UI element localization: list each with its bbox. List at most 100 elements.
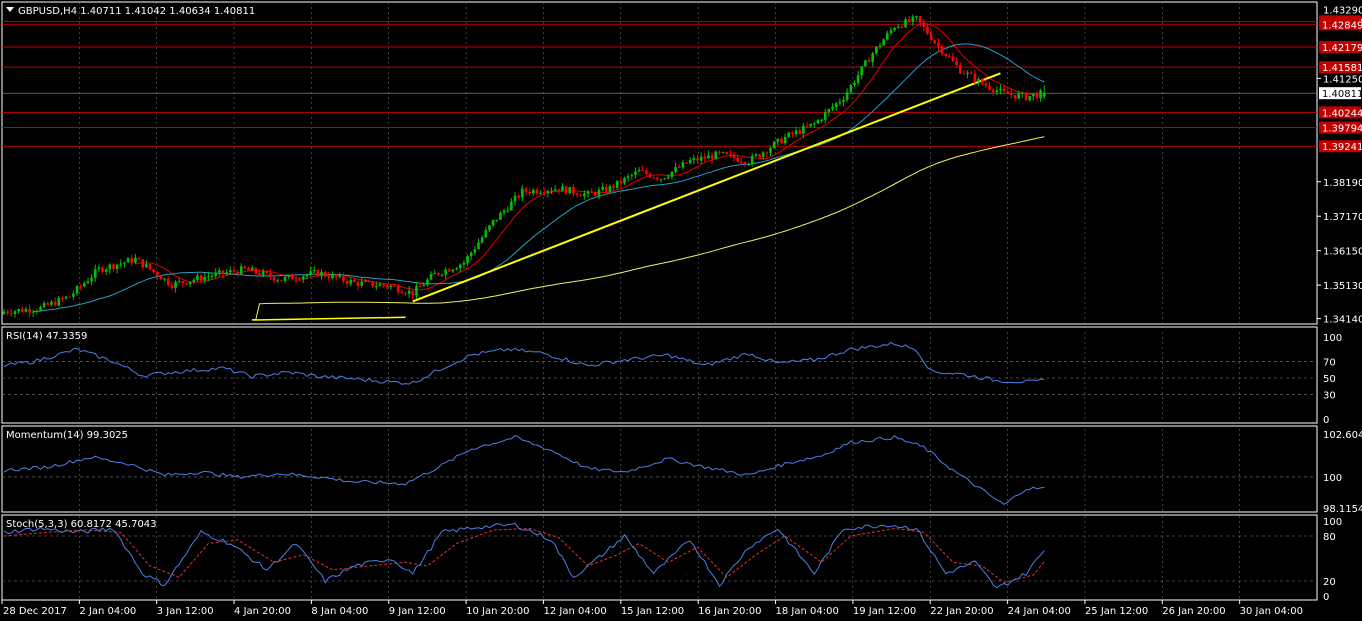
candle-body xyxy=(929,33,933,41)
candle-body xyxy=(130,258,134,263)
level-label-bg xyxy=(1319,18,1361,31)
candle-body xyxy=(170,284,174,289)
candle-body xyxy=(488,225,491,231)
candle-body xyxy=(973,73,977,82)
candle-body xyxy=(261,271,265,276)
price-panel-header: GBPUSD,H4 1.40711 1.41042 1.40634 1.4081… xyxy=(18,6,255,17)
candle-body xyxy=(729,153,732,155)
candle-body xyxy=(79,286,82,288)
triangle-down-icon[interactable] xyxy=(6,7,14,12)
candle-body xyxy=(688,160,692,164)
trendline[interactable] xyxy=(252,316,406,321)
candle-body xyxy=(517,195,520,198)
candle-body xyxy=(35,310,39,312)
candle-body xyxy=(316,270,320,276)
candle-body xyxy=(375,285,378,287)
candle-body xyxy=(1024,92,1028,101)
price-panel[interactable]: 1.429371.428491.421791.415811.402441.397… xyxy=(1,1,1362,326)
candle-body xyxy=(86,281,90,284)
candle-body xyxy=(802,125,805,134)
candle-body xyxy=(254,267,258,274)
stoch-panel[interactable]: 100 80 20 0 Stoch(5,3,3) 60.8172 45.7043 xyxy=(1,514,1342,603)
candle-body xyxy=(502,210,506,213)
candle-body xyxy=(451,269,455,272)
momentum-panel[interactable]: 102.6043 100 98.1154 Momentum(14) 99.3025 xyxy=(1,425,1362,515)
candle-body xyxy=(312,270,316,272)
candle-body xyxy=(364,281,367,283)
candle-body xyxy=(907,19,911,22)
candle-body xyxy=(561,186,564,191)
candle-body xyxy=(641,169,645,171)
candle-body xyxy=(918,16,922,23)
trendline[interactable] xyxy=(412,72,1001,303)
candle-body xyxy=(353,279,356,282)
candle-body xyxy=(615,180,619,188)
candle-body xyxy=(265,271,269,273)
candle-body xyxy=(367,281,371,283)
candle-body xyxy=(210,275,214,277)
candle-body xyxy=(17,309,20,312)
candle-body xyxy=(159,276,163,280)
candle-body xyxy=(345,280,349,284)
candle-body xyxy=(448,269,451,272)
candle-body xyxy=(280,280,283,282)
candle-body xyxy=(119,263,123,265)
candle-body xyxy=(634,171,637,176)
candle-body xyxy=(199,275,203,281)
price-tick-label: 1.34140 xyxy=(1323,315,1362,326)
candle-body xyxy=(772,141,776,149)
candle-body xyxy=(838,101,842,104)
candle-body xyxy=(499,212,502,220)
candle-body xyxy=(761,152,765,157)
candle-body xyxy=(108,264,112,270)
candle-body xyxy=(64,296,68,299)
candle-body xyxy=(342,275,345,281)
candle-body xyxy=(816,120,820,124)
time-label: 9 Jan 12:00 xyxy=(389,606,446,617)
candle-body xyxy=(922,22,926,27)
rsi-header: RSI(14) 47.3359 xyxy=(6,331,87,342)
axis-tick-label: 70 xyxy=(1323,358,1336,369)
candle-body xyxy=(725,152,728,154)
level-label: 1.39794 xyxy=(1322,124,1362,135)
momentum-header: Momentum(14) 99.3025 xyxy=(6,430,128,441)
candle-body xyxy=(411,290,415,296)
axis-tick-label: 100 xyxy=(1323,473,1342,484)
candle-body xyxy=(849,85,853,93)
time-label: 26 Jan 20:00 xyxy=(1162,606,1225,617)
candle-body xyxy=(477,242,480,250)
rsi-panel[interactable]: 100 70 50 30 0 RSI(14) 47.3359 xyxy=(1,326,1342,426)
candle-body xyxy=(283,276,287,281)
candle-body xyxy=(758,154,761,157)
level-label: 1.39241 xyxy=(1322,142,1362,153)
candle-body xyxy=(539,192,542,194)
candle-body xyxy=(385,285,389,288)
candle-body xyxy=(619,180,623,184)
candle-body xyxy=(984,83,988,86)
candle-body xyxy=(112,264,115,269)
candle-body xyxy=(988,85,991,90)
axis-tick-label: 0 xyxy=(1323,415,1329,426)
candle-body xyxy=(937,42,940,47)
candle-body xyxy=(510,201,513,211)
time-label: 2 Jan 04:00 xyxy=(79,606,136,617)
candle-body xyxy=(579,195,582,197)
candle-body xyxy=(667,176,670,179)
candle-body xyxy=(718,151,721,153)
candle-body xyxy=(250,267,254,271)
candle-body xyxy=(320,272,323,276)
candle-body xyxy=(156,271,159,277)
candle-body xyxy=(951,56,955,61)
candle-body xyxy=(626,176,630,178)
axis-tick-label: 20 xyxy=(1323,577,1336,588)
candle-body xyxy=(1032,93,1035,97)
candle-body xyxy=(959,65,962,74)
candle-body xyxy=(1017,93,1020,99)
level-label: 1.41581 xyxy=(1322,63,1362,74)
candle-body xyxy=(185,282,188,285)
ma-slow-line xyxy=(252,136,1045,321)
candle-body xyxy=(1021,92,1024,94)
trendlines[interactable] xyxy=(252,72,1001,321)
candle-body xyxy=(236,271,239,274)
